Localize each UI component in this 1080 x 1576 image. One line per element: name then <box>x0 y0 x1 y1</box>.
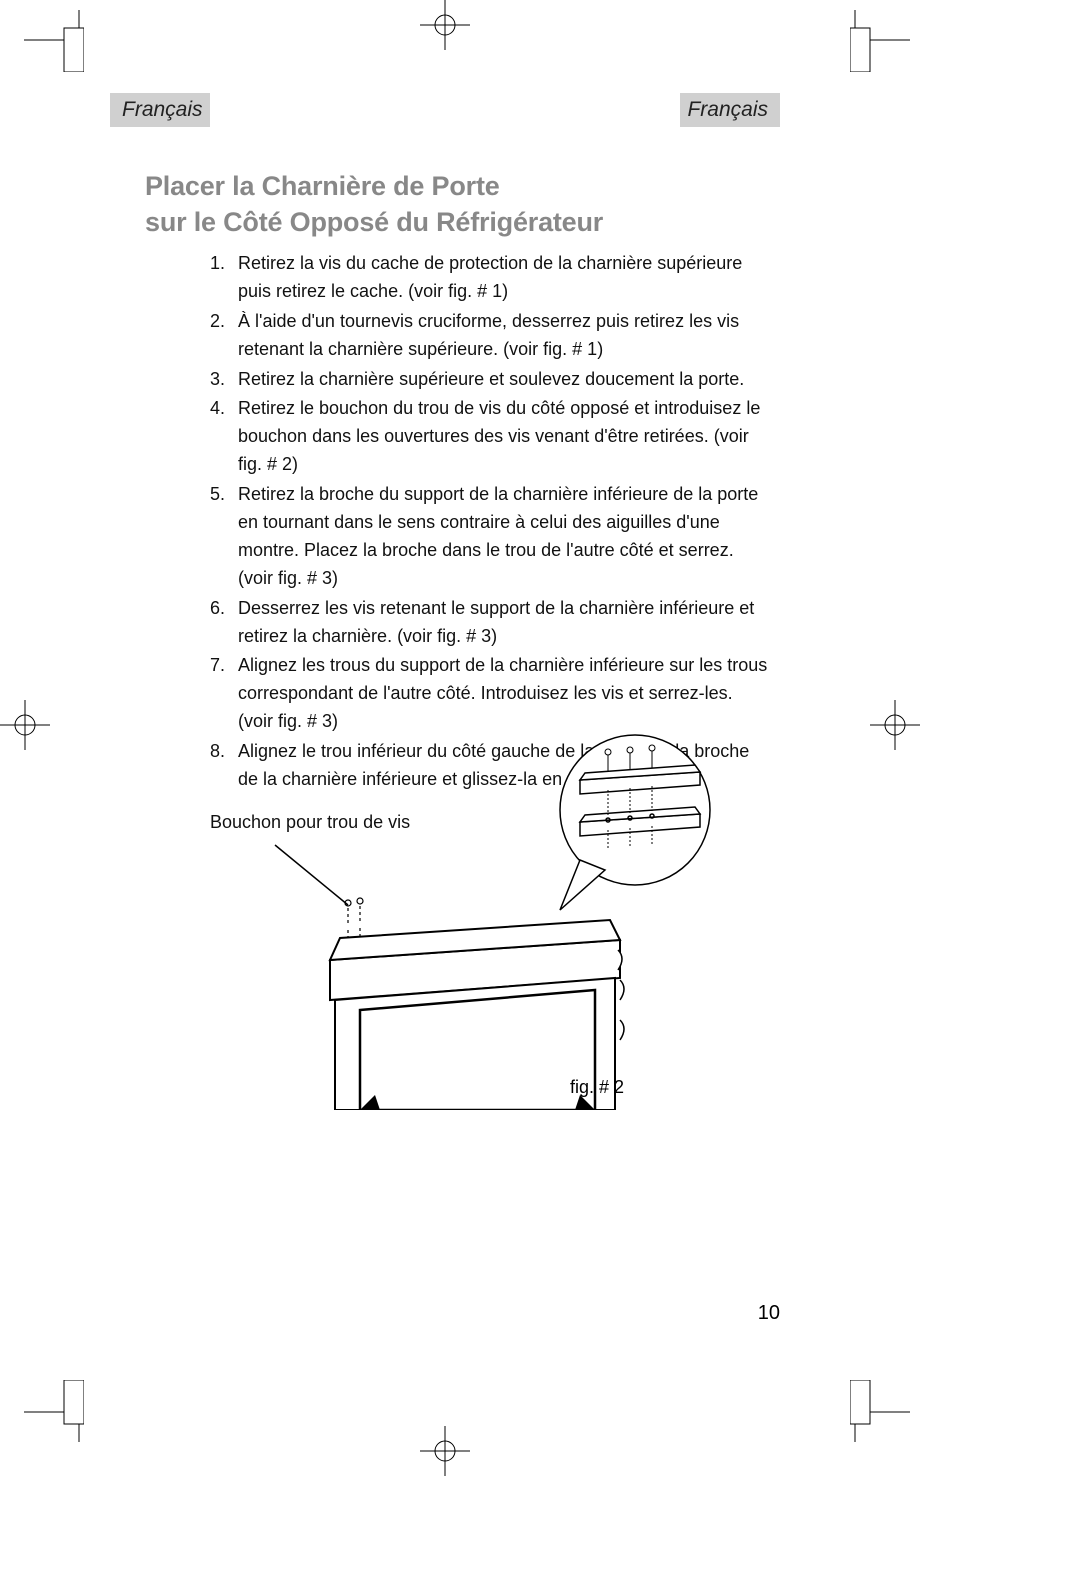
step-number: 4. <box>210 395 225 423</box>
step-number: 1. <box>210 250 225 278</box>
header-language-right: Français <box>680 93 780 127</box>
step-text: Retirez la broche du support de la charn… <box>238 484 758 588</box>
step-item: 5. Retirez la broche du support de la cha… <box>210 481 770 593</box>
header-left-text: Français <box>122 98 203 122</box>
figure-caption: fig. # 2 <box>570 1077 624 1098</box>
step-text: Desserrez les vis retenant le support de… <box>238 598 754 646</box>
title-line-1: Placer la Charnière de Porte <box>145 168 603 204</box>
header-right-text: Français <box>687 98 768 122</box>
step-text: Retirez la vis du cache de protection de… <box>238 253 742 301</box>
figure-2: Bouchon pour trou de vis <box>200 730 720 1110</box>
figure-callout-label: Bouchon pour trou de vis <box>210 812 410 833</box>
step-number: 6. <box>210 595 225 623</box>
step-item: 3. Retirez la charnière supérieure et sou… <box>210 366 770 394</box>
step-text: À l'aide d'un tournevis cruciforme, dess… <box>238 311 739 359</box>
step-item: 6. Desserrez les vis retenant le support … <box>210 595 770 651</box>
page-title: Placer la Charnière de Porte sur le Côté… <box>145 168 603 241</box>
instruction-list: 1. Retirez la vis du cache de protection … <box>210 250 770 796</box>
step-item: 1. Retirez la vis du cache de protection … <box>210 250 770 306</box>
step-number: 5. <box>210 481 225 509</box>
step-text: Alignez les trous du support de la charn… <box>238 655 767 731</box>
page-number: 10 <box>758 1302 780 1325</box>
step-item: 4. Retirez le bouchon du trou de vis du c… <box>210 395 770 479</box>
step-item: 7. Alignez les trous du support de la cha… <box>210 652 770 736</box>
step-text: Retirez le bouchon du trou de vis du côt… <box>238 398 760 474</box>
figure-illustration <box>200 730 720 1110</box>
step-number: 7. <box>210 652 225 680</box>
header-language-left: Français <box>110 93 210 127</box>
step-number: 2. <box>210 308 225 336</box>
step-item: 2. À l'aide d'un tournevis cruciforme, de… <box>210 308 770 364</box>
step-text: Retirez la charnière supérieure et soule… <box>238 369 744 389</box>
step-number: 3. <box>210 366 225 394</box>
title-line-2: sur le Côté Opposé du Réfrigérateur <box>145 204 603 240</box>
